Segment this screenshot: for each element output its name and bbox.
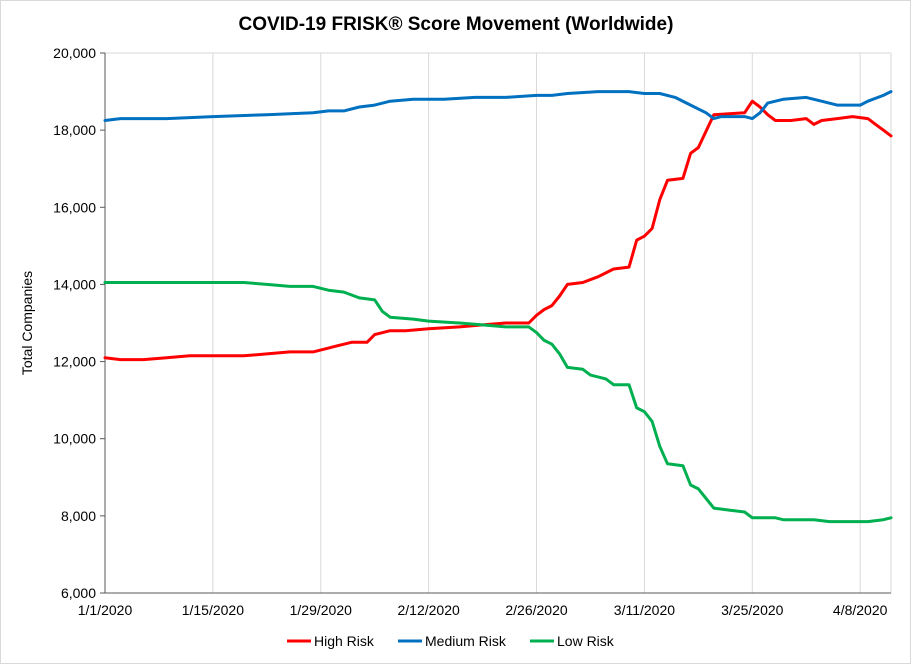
y-tick-label: 20,000	[53, 45, 96, 61]
legend-label-medium-risk: Medium Risk	[425, 633, 507, 649]
y-tick-label: 6,000	[61, 585, 96, 601]
axes: 1/1/2020 1/15/2020 1/29/2020 2/12/2020 2/26/…	[53, 45, 891, 618]
series-line-high-risk	[103, 99, 893, 362]
gridlines	[104, 52, 892, 593]
x-tick-label: 2/12/2020	[397, 602, 459, 618]
x-tick-label: 4/8/2020	[833, 602, 888, 618]
legend: High Risk Medium Risk Low Risk	[287, 633, 615, 649]
y-tick-label: 10,000	[53, 431, 96, 447]
x-tick-label: 3/11/2020	[614, 602, 675, 618]
x-tick-label: 2/26/2020	[505, 602, 567, 618]
y-tick-label: 16,000	[53, 199, 96, 215]
y-axis-label: Total Companies	[19, 271, 35, 375]
chart-title: COVID-19 FRISK® Score Movement (Worldwid…	[239, 14, 674, 35]
x-tick-label: 1/1/2020	[78, 602, 133, 618]
series-line-medium-risk	[103, 90, 893, 122]
x-tick-label: 3/25/2020	[721, 602, 783, 618]
legend-label-high-risk: High Risk	[314, 633, 375, 649]
legend-label-low-risk: Low Risk	[557, 633, 615, 649]
y-tick-label: 18,000	[53, 122, 96, 138]
x-tick-label: 1/29/2020	[290, 602, 352, 618]
y-tick-label: 14,000	[53, 276, 96, 292]
y-tick-label: 12,000	[53, 354, 96, 370]
series-line-low-risk	[103, 281, 893, 524]
series-lines	[103, 90, 893, 524]
y-tick-label: 8,000	[61, 508, 96, 524]
x-tick-label: 1/15/2020	[182, 602, 244, 618]
